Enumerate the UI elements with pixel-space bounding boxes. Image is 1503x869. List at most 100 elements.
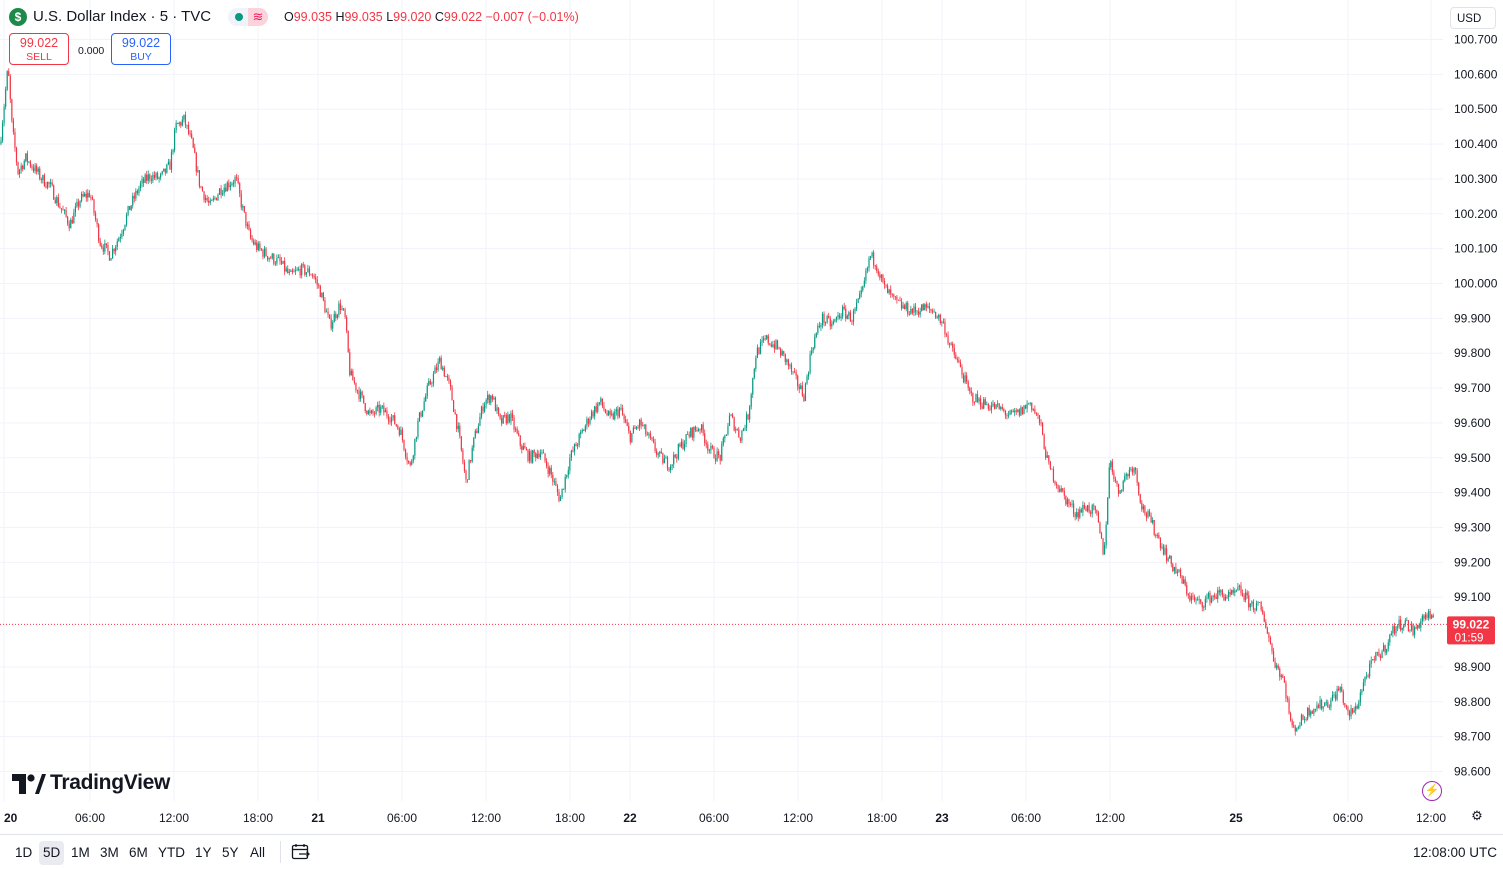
buy-button[interactable]: 99.022 BUY	[111, 33, 171, 65]
market-status-pill[interactable]: ≋	[228, 8, 268, 26]
candle-body	[1263, 613, 1265, 622]
candle-body	[237, 177, 239, 184]
sell-button[interactable]: 99.022 SELL	[9, 33, 69, 65]
candle-body	[597, 403, 599, 412]
candle-body	[941, 321, 943, 323]
candle-body	[153, 174, 156, 178]
candle-body	[1193, 596, 1196, 601]
candlestick-series	[0, 68, 1434, 736]
candle-body	[301, 264, 303, 276]
candle-body	[1060, 488, 1062, 492]
candle-body	[384, 410, 386, 413]
range-button-1y[interactable]: 1Y	[195, 845, 212, 860]
candle-body	[1116, 481, 1118, 484]
candle-body	[625, 419, 627, 423]
candle-body	[970, 391, 972, 394]
candle-body	[1285, 682, 1287, 699]
candle-body	[32, 167, 35, 172]
range-button-3m[interactable]: 3M	[100, 845, 119, 860]
y-tick-label: 99.700	[1454, 381, 1491, 395]
range-button-1m[interactable]: 1M	[71, 845, 90, 860]
candle-body	[821, 313, 824, 326]
candle-body	[621, 408, 624, 415]
range-button-5d[interactable]: 5D	[39, 841, 65, 865]
candle-body	[12, 120, 14, 133]
candle-body	[742, 428, 745, 431]
candle-body	[677, 444, 679, 459]
candle-body	[329, 314, 331, 319]
candle-body	[803, 395, 805, 401]
range-button-1d[interactable]: 1D	[15, 845, 33, 860]
candle-body	[6, 71, 8, 90]
candle-body	[701, 424, 703, 431]
candle-body	[761, 340, 763, 343]
range-button-all[interactable]: All	[250, 845, 266, 860]
candle-body	[651, 437, 653, 440]
candle-body	[1386, 648, 1388, 653]
candle-body	[454, 411, 456, 415]
candle-body	[236, 177, 238, 179]
candle-body	[175, 123, 177, 131]
x-tick-label: 20	[4, 811, 18, 825]
candle-body	[1204, 598, 1206, 608]
chart-grid	[0, 0, 1443, 801]
calendar-range-icon[interactable]	[291, 843, 311, 861]
utc-clock[interactable]: 12:08:00 UTC	[1412, 845, 1497, 860]
candle-body	[1279, 668, 1281, 677]
candle-body	[1364, 676, 1366, 683]
candle-body	[831, 323, 833, 327]
candle-body	[732, 414, 734, 418]
candle-body	[1259, 602, 1261, 604]
candle-body	[1155, 534, 1157, 536]
candle-body	[668, 468, 670, 471]
candle-body	[435, 367, 438, 371]
candle-body	[930, 308, 932, 311]
candle-body	[473, 437, 475, 448]
candle-body	[122, 229, 125, 234]
candle-body	[456, 414, 458, 430]
candle-body	[284, 260, 286, 272]
range-button-5y[interactable]: 5Y	[222, 845, 239, 860]
candle-body	[1035, 412, 1037, 414]
candle-body	[646, 434, 648, 436]
candle-body	[1336, 688, 1338, 700]
candle-body	[491, 395, 493, 400]
candle-body	[818, 325, 820, 327]
range-button-ytd[interactable]: YTD	[158, 845, 185, 860]
candle-body	[648, 433, 650, 436]
candle-body	[547, 466, 549, 474]
candle-body	[1190, 596, 1192, 601]
dollar-symbol-icon: $	[9, 8, 27, 26]
candle-body	[682, 441, 684, 449]
candle-body	[1342, 691, 1344, 704]
symbol-title[interactable]: U.S. Dollar Index · 5 · TVC	[33, 8, 212, 25]
candle-body	[401, 429, 404, 440]
candle-body	[395, 424, 397, 426]
range-button-6m[interactable]: 6M	[129, 845, 148, 860]
candle-body	[453, 400, 455, 412]
candle-body	[1046, 455, 1048, 458]
candle-body	[691, 427, 693, 438]
candle-body	[911, 308, 913, 313]
candle-body	[1218, 590, 1220, 593]
candle-body	[361, 391, 363, 396]
candle-body	[1201, 602, 1203, 608]
candle-body	[380, 406, 382, 413]
candle-body	[1183, 579, 1185, 584]
candle-body	[254, 242, 256, 245]
candle-body	[1389, 635, 1391, 643]
candle-body	[1269, 637, 1272, 644]
lightning-icon[interactable]: ⚡	[1422, 781, 1442, 801]
candle-body	[631, 433, 633, 443]
candle-body	[349, 352, 351, 376]
candle-body	[420, 412, 422, 417]
currency-selector[interactable]: USD	[1450, 7, 1496, 29]
gear-icon[interactable]: ⚙	[1471, 808, 1483, 823]
candle-body	[91, 197, 94, 200]
candle-body	[755, 357, 757, 369]
candle-body	[88, 192, 90, 197]
candle-body	[705, 442, 707, 445]
candle-body	[1415, 627, 1417, 629]
candle-body	[71, 219, 73, 224]
